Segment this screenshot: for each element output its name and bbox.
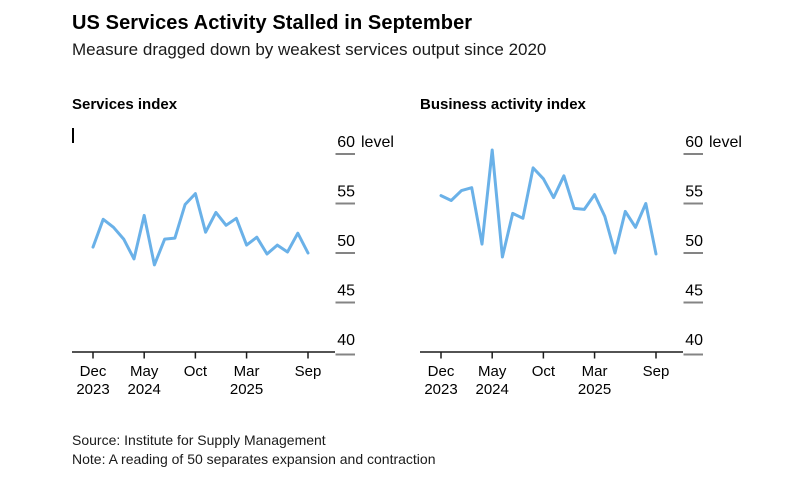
svg-text:May: May [478,363,507,380]
svg-text:2023: 2023 [76,381,109,398]
svg-text:level: level [709,134,742,151]
svg-text:2025: 2025 [230,381,263,398]
svg-text:Mar: Mar [234,363,260,380]
text-cursor-artifact [72,128,74,143]
svg-text:50: 50 [685,233,703,250]
svg-text:Sep: Sep [643,363,670,380]
svg-text:45: 45 [685,283,703,300]
svg-text:55: 55 [337,184,355,201]
svg-text:Sep: Sep [295,363,322,380]
svg-text:40: 40 [685,332,703,349]
svg-text:Dec: Dec [80,363,107,380]
svg-text:50: 50 [337,233,355,250]
chart-title-business-activity-index: Business activity index [420,96,586,113]
footer-source-line: Source: Institute for Supply Management [72,432,326,448]
chart-title-services-index: Services index [72,96,178,113]
page-title: US Services Activity Stalled in Septembe… [72,12,473,34]
svg-text:level: level [361,134,394,151]
svg-text:Oct: Oct [184,363,208,380]
svg-text:60: 60 [337,134,355,151]
svg-text:Mar: Mar [582,363,608,380]
svg-text:Oct: Oct [532,363,556,380]
footer: Source: Institute for Supply Management … [72,431,435,469]
svg-text:2024: 2024 [128,381,161,398]
svg-text:60: 60 [685,134,703,151]
svg-text:Dec: Dec [428,363,455,380]
footer-note-line: Note: A reading of 50 separates expansio… [72,451,436,467]
svg-text:40: 40 [337,332,355,349]
svg-text:55: 55 [685,184,703,201]
svg-text:45: 45 [337,283,355,300]
page-subtitle: Measure dragged down by weakest services… [72,40,547,59]
svg-text:2024: 2024 [476,381,509,398]
svg-text:2023: 2023 [424,381,457,398]
svg-text:2025: 2025 [578,381,611,398]
svg-text:May: May [130,363,159,380]
